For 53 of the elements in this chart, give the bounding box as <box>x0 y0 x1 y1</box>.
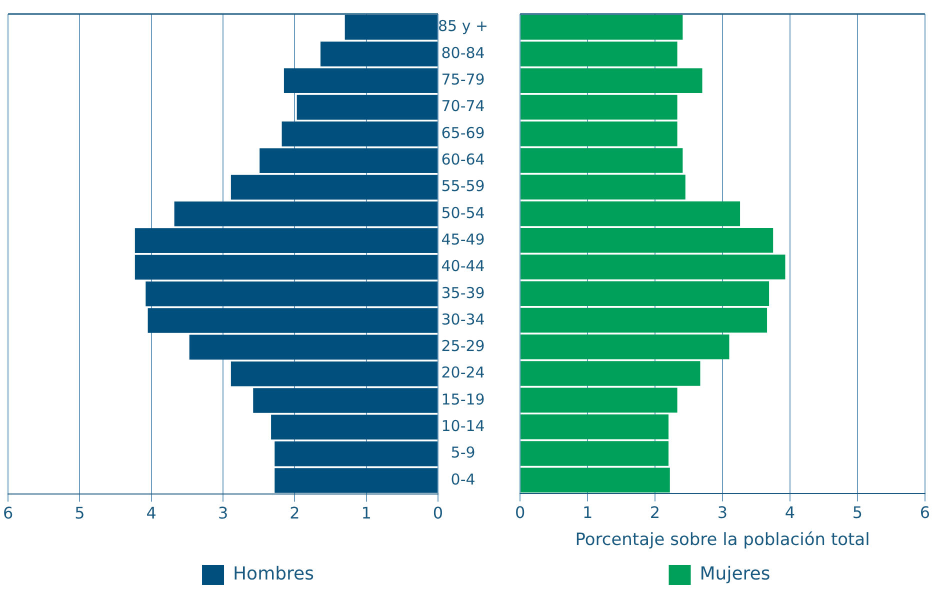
y-tick-label: 10-14 <box>441 417 485 436</box>
bar <box>134 254 438 280</box>
y-tick-label: 5-9 <box>450 444 476 462</box>
x-tick-label: 6 <box>920 503 930 522</box>
x-tick-label: 1 <box>582 503 593 522</box>
x-tick-label: 5 <box>852 503 863 522</box>
bar <box>230 361 438 386</box>
x-tick-label: 1 <box>361 504 372 523</box>
y-tick-label: 55-59 <box>441 177 485 196</box>
bar <box>520 281 770 306</box>
bar <box>520 414 669 440</box>
y-tick-label: 0-4 <box>450 470 476 488</box>
y-tick-label: 75-79 <box>441 70 485 89</box>
y-tick-label: 20-24 <box>441 364 485 382</box>
x-tick-label: 0 <box>514 503 526 522</box>
bar <box>274 468 438 493</box>
x-axis-title: Porcentaje sobre la población total <box>575 530 870 550</box>
bar <box>253 388 438 413</box>
y-tick-label: 35-39 <box>441 284 485 302</box>
legend-label: Mujeres <box>700 564 770 585</box>
x-tick-label: 0 <box>432 504 444 523</box>
bar <box>274 441 438 466</box>
x-tick-label: 2 <box>290 504 300 523</box>
y-tick-label: 25-29 <box>441 337 485 356</box>
x-tick-label: 6 <box>2 504 14 523</box>
y-tick-label: 60-64 <box>441 150 485 168</box>
bar <box>296 94 438 120</box>
bar <box>520 14 683 40</box>
x-tick-label: 4 <box>784 503 796 522</box>
bar <box>520 94 678 120</box>
y-tick-label: 65-69 <box>441 124 485 142</box>
x-tick-label: 4 <box>146 504 156 523</box>
x-tick-label: 2 <box>650 503 660 522</box>
bar <box>230 174 438 200</box>
y-tick-label: 70-74 <box>441 97 485 116</box>
legend-label: Hombres <box>233 564 314 585</box>
y-tick-label: 45-49 <box>441 230 485 248</box>
bar <box>520 388 678 413</box>
bar <box>520 121 678 146</box>
bar <box>271 414 438 440</box>
y-tick-label: 40-44 <box>441 257 485 276</box>
x-tick-label: 5 <box>74 504 85 523</box>
y-tick-label: 30-34 <box>441 310 485 328</box>
bar <box>344 14 438 40</box>
bar <box>520 201 740 226</box>
y-tick-label: 15-19 <box>441 390 485 408</box>
y-tick-label: 50-54 <box>441 204 485 222</box>
y-tick-label: 80-84 <box>441 44 485 62</box>
bar <box>189 334 438 360</box>
x-tick-label: 3 <box>717 503 728 522</box>
x-tick-label: 3 <box>218 504 228 523</box>
bar <box>520 308 768 333</box>
y-tick-label: 85 y + <box>438 17 488 36</box>
